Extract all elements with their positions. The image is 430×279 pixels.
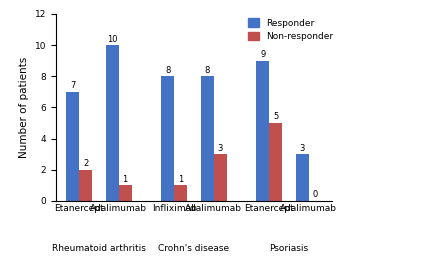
Text: Psoriasis: Psoriasis <box>269 244 308 254</box>
Text: Crohn's disease: Crohn's disease <box>158 244 229 254</box>
Text: Rheumatoid arthritis: Rheumatoid arthritis <box>52 244 145 254</box>
Text: 5: 5 <box>273 112 278 121</box>
Text: 2: 2 <box>83 159 88 168</box>
Bar <box>174 185 187 201</box>
Y-axis label: Number of patients: Number of patients <box>19 57 29 158</box>
Bar <box>269 123 282 201</box>
Text: 1: 1 <box>178 175 183 184</box>
Text: 10: 10 <box>107 35 117 44</box>
Bar <box>79 170 92 201</box>
Bar <box>200 76 213 201</box>
Text: 3: 3 <box>299 144 304 153</box>
Bar <box>256 61 269 201</box>
Bar <box>295 154 308 201</box>
Text: 8: 8 <box>165 66 170 75</box>
Text: 8: 8 <box>204 66 209 75</box>
Text: 7: 7 <box>70 81 75 90</box>
Bar <box>105 45 118 201</box>
Bar <box>118 185 131 201</box>
Bar <box>213 154 226 201</box>
Bar <box>66 92 79 201</box>
Bar <box>161 76 174 201</box>
Text: 0: 0 <box>312 190 317 199</box>
Text: 3: 3 <box>217 144 222 153</box>
Text: 9: 9 <box>260 50 265 59</box>
Text: 1: 1 <box>122 175 127 184</box>
Legend: Responder, Non-responder: Responder, Non-responder <box>247 18 332 41</box>
